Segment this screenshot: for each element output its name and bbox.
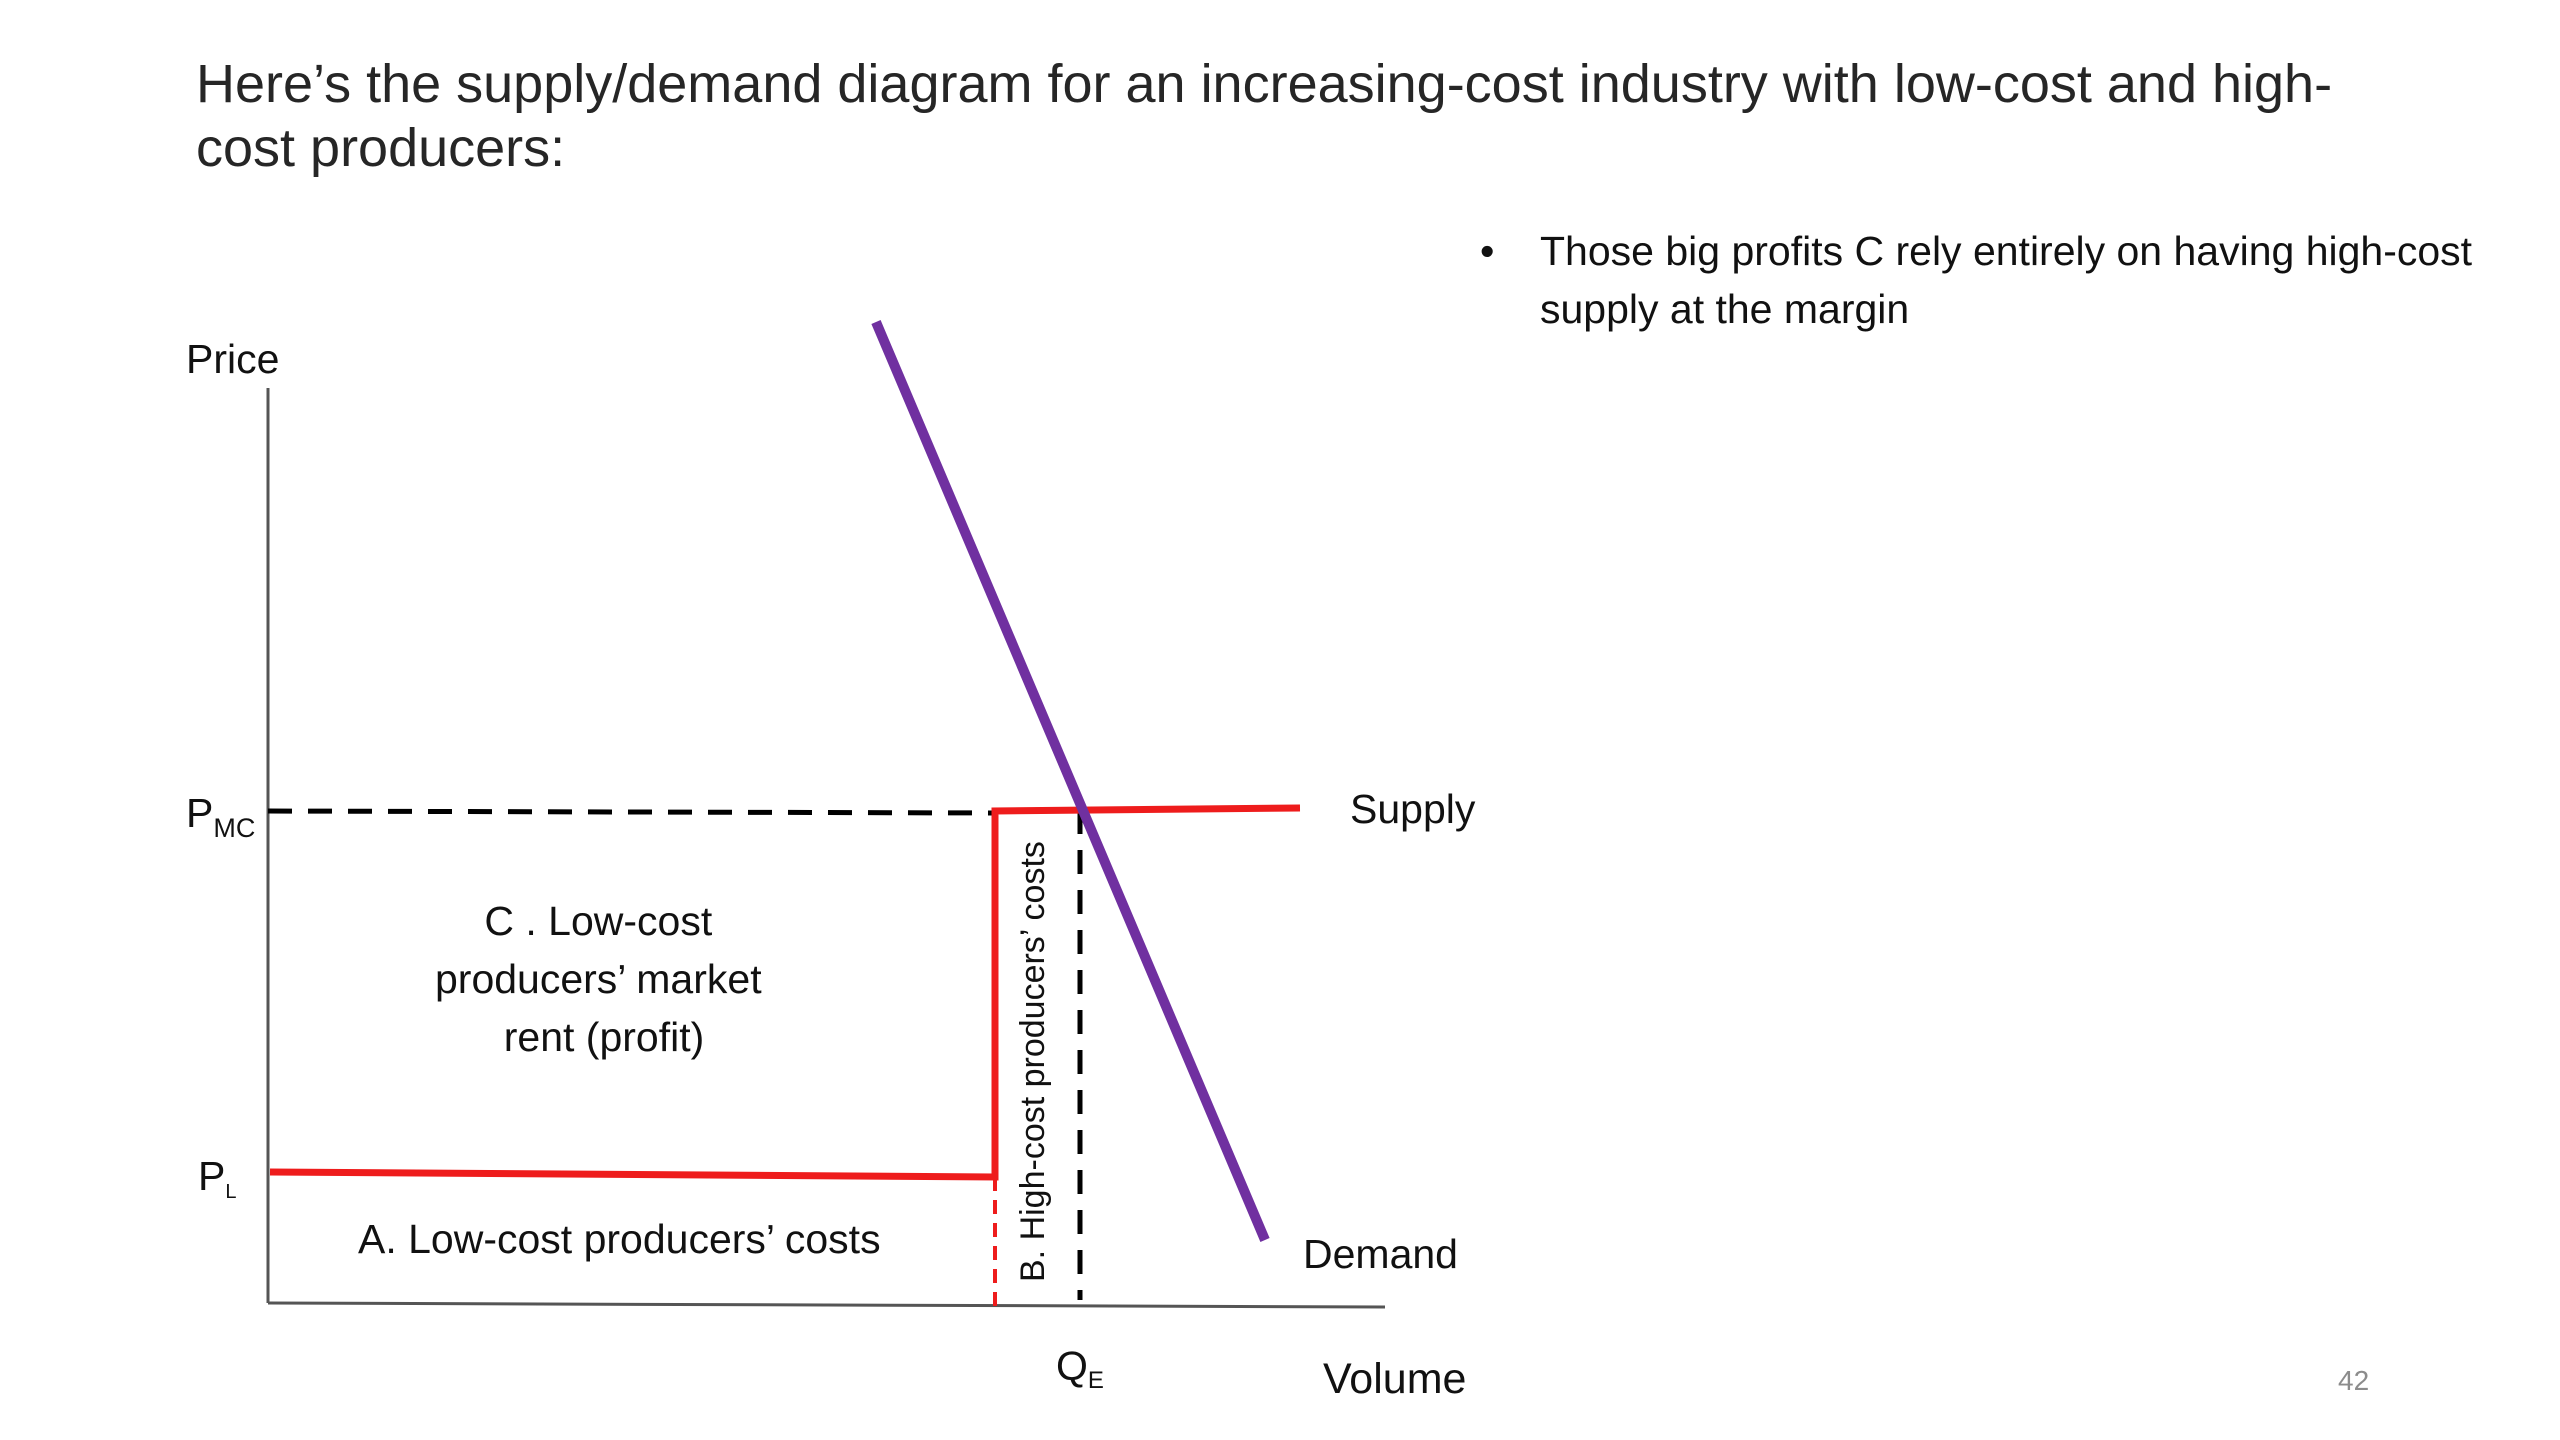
y-axis-label: Price [186,336,279,382]
demand-label: Demand [1303,1231,1458,1277]
bullet-list: • Those big profits C rely entirely on h… [1480,222,2540,338]
bullet-text: Those big profits C rely entirely on hav… [1540,228,2473,332]
p-mc-label: PMC [186,790,255,843]
slide-title: Here’s the supply/demand diagram for an … [196,54,2333,178]
bullet-item: • Those big profits C rely entirely on h… [1480,222,2540,338]
p-l-label: PL [198,1153,236,1203]
bullet-dot-icon: • [1480,228,1495,274]
supply-label: Supply [1350,786,1476,832]
region-b-label: B. High-cost producers’ costs [1014,841,1052,1282]
demand-curve [871,320,1270,1242]
region-c-label: C . Low-cost producers’ market rent (pro… [435,898,773,1060]
q-e-label: QE [1056,1343,1104,1394]
supply-curve [269,804,1301,1181]
x-axis [267,1301,1386,1309]
page-number: 42 [2338,1365,2370,1396]
p-mc-guide-line [267,808,996,816]
region-a-label: A. Low-cost producers’ costs [358,1216,881,1262]
x-axis-label: Volume [1323,1355,1466,1403]
